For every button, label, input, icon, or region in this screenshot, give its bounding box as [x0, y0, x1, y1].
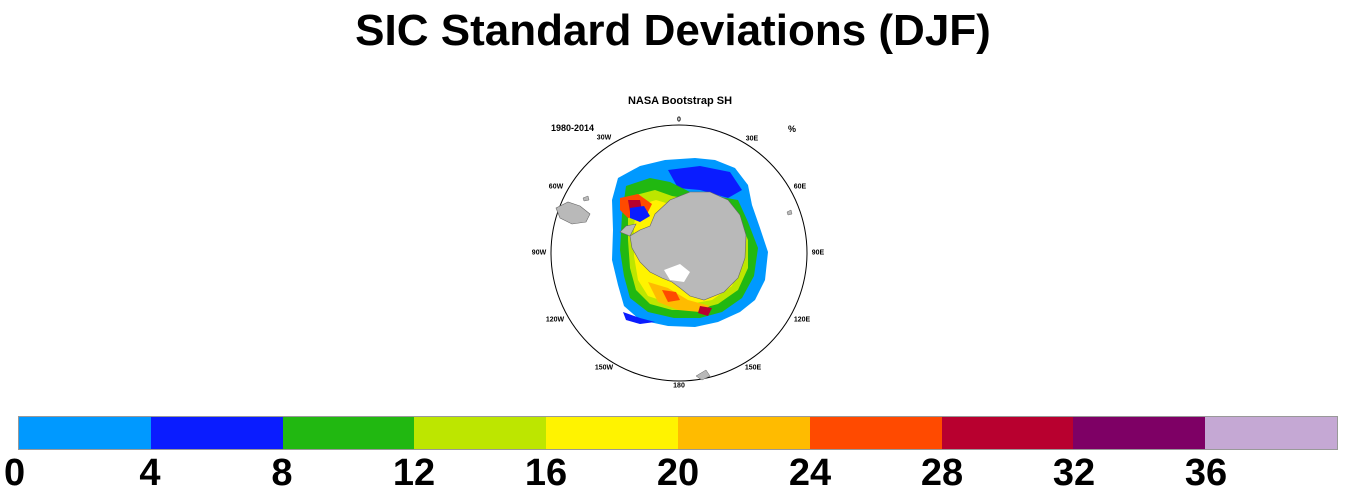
- falkland-islands: [582, 195, 590, 202]
- sic-patch-deep-weddell: [630, 206, 650, 222]
- ross-ice-shelf: [664, 264, 690, 282]
- panel-title: NASA Bootstrap SH: [627, 95, 733, 107]
- colorbar-box-9: [1205, 417, 1337, 449]
- units-label: %: [788, 124, 797, 134]
- colorbar-box-5: [677, 417, 810, 449]
- kerguelen-island: [786, 209, 793, 216]
- sic-band-4-8: [668, 166, 742, 198]
- colorbar-box-0: [19, 417, 151, 449]
- new-zealand-landmass: [695, 369, 711, 381]
- colorbar-tick-label: 8: [271, 452, 293, 494]
- lon-label-0: 0: [677, 116, 681, 124]
- lon-label-180: 180: [673, 382, 685, 390]
- colorbar-tick-label: 24: [788, 452, 832, 494]
- colorbar-box-4: [546, 417, 678, 449]
- colorbar-box-3: [414, 417, 547, 449]
- sic-patch-24-28-ross: [662, 290, 680, 302]
- sic-band-4-8-b: [623, 312, 655, 324]
- lon-label-150w: 150W: [594, 364, 614, 372]
- colorbar-box-8: [1073, 417, 1206, 449]
- colorbar-box-6: [809, 417, 942, 449]
- colorbar-tick-label: 28: [920, 452, 964, 494]
- period-label: 1980-2014: [551, 123, 595, 133]
- lon-label-30e: 30E: [745, 135, 759, 143]
- colorbar-box-7: [941, 417, 1074, 449]
- lon-label-120w: 120W: [545, 316, 565, 324]
- colorbar: [18, 416, 1338, 450]
- figure-title: SIC Standard Deviations (DJF): [355, 6, 991, 55]
- south-america-landmass: [555, 201, 591, 225]
- sic-patch-20-24: [648, 282, 710, 312]
- lon-label-90w: 90W: [531, 249, 547, 257]
- lon-label-150e: 150E: [744, 364, 762, 372]
- colorbar-tick-label: 4: [139, 452, 161, 494]
- lon-label-30w: 30W: [596, 134, 612, 142]
- colorbar-tick-label: 16: [524, 452, 568, 494]
- colorbar-box-1: [150, 417, 283, 449]
- colorbar-tick-label: 20: [656, 452, 700, 494]
- lon-label-90e: 90E: [811, 249, 825, 257]
- colorbar-box-2: [282, 417, 415, 449]
- antarctic-peninsula: [619, 223, 637, 237]
- lon-label-120e: 120E: [793, 316, 811, 324]
- colorbar-tick-label: 12: [392, 452, 436, 494]
- colorbar-tick-label: 32: [1052, 452, 1096, 494]
- lon-label-60w: 60W: [548, 183, 564, 191]
- antarctica-landmass: [629, 191, 747, 301]
- colorbar-tick-label: 36: [1184, 452, 1228, 494]
- lon-label-60e: 60E: [793, 183, 807, 191]
- sic-patch-28-32-b: [698, 306, 712, 316]
- colorbar-tick-label: 0: [4, 452, 26, 494]
